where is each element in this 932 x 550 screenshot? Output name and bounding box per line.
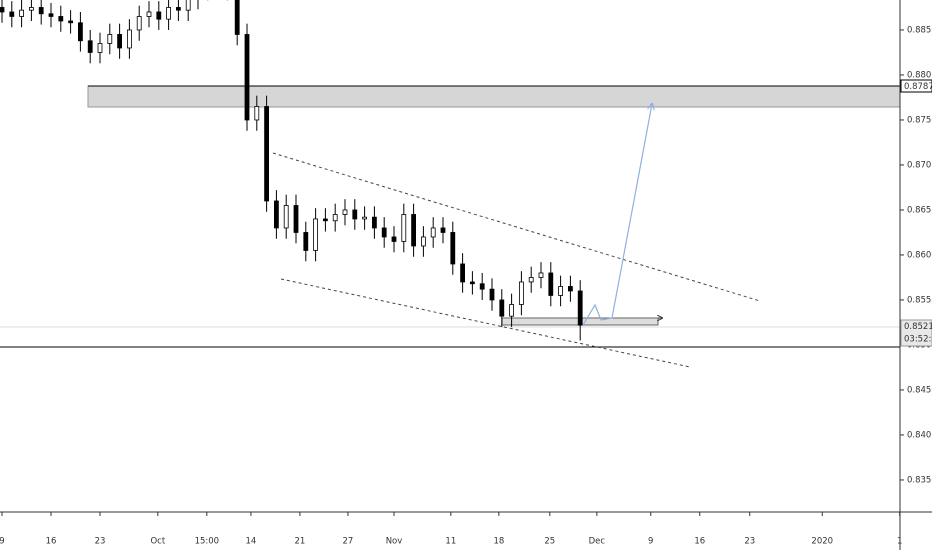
- zone-price-label: 0.87879: [904, 82, 932, 92]
- candle-body: [548, 272, 554, 296]
- y-tick-label: 0.85500: [907, 295, 932, 305]
- y-tick-label: 0.83500: [907, 475, 932, 485]
- x-tick-label: Dec: [589, 537, 606, 547]
- x-tick-label: 9: [648, 537, 653, 547]
- candle-body: [136, 16, 142, 31]
- candle-body: [303, 232, 309, 251]
- candle-body: [117, 34, 122, 49]
- zone-price-box: [900, 79, 932, 93]
- x-tick-label: 25: [544, 537, 555, 547]
- candle-body: [28, 7, 34, 11]
- last-price-box: [900, 319, 932, 347]
- candle-body: [352, 209, 358, 220]
- x-tick-label: 2020: [811, 537, 833, 547]
- candle-body: [420, 236, 426, 247]
- y-tick-label: 0.88000: [907, 70, 932, 80]
- candle-body: [391, 236, 397, 242]
- candle-body: [371, 216, 377, 229]
- candle-body: [244, 34, 250, 121]
- channel-upper: [272, 152, 761, 302]
- candle-body: [156, 11, 162, 20]
- candle-body: [577, 290, 583, 326]
- supply-zone: [87, 85, 901, 108]
- x-tick-label: 23: [744, 537, 755, 547]
- candle-body: [489, 288, 495, 301]
- x-tick-label: 21: [295, 537, 306, 547]
- y-tick-label: 0.87000: [907, 160, 932, 170]
- candle-body: [175, 7, 181, 11]
- candle-body: [469, 281, 475, 285]
- y-tick-label: 0.86000: [907, 250, 932, 260]
- candle-body: [293, 205, 299, 233]
- y-tick-label: 0.86500: [907, 205, 932, 215]
- candle-body: [430, 227, 436, 238]
- x-tick-label: Oct: [150, 537, 165, 547]
- candle-body: [332, 214, 338, 222]
- candle-body: [273, 200, 279, 229]
- x-tick-label: 9: [0, 537, 5, 547]
- candle-body: [107, 34, 113, 44]
- x-tick-label: 1: [897, 537, 902, 547]
- x-tick-label: 16: [46, 537, 57, 547]
- last-price-label: 0.85216: [904, 322, 932, 332]
- axes: 0.835000.840000.845000.850000.855000.860…: [0, 25, 932, 546]
- x-tick-label: 14: [246, 537, 257, 547]
- candle-body: [411, 214, 416, 247]
- candle-body: [38, 7, 44, 15]
- candle-body: [479, 283, 485, 290]
- y-tick-label: 0.87500: [907, 115, 932, 125]
- candle-body: [460, 263, 465, 283]
- candle-body: [254, 106, 260, 121]
- candle-body: [58, 16, 64, 22]
- candle-body: [87, 40, 93, 53]
- candle-body: [450, 232, 456, 265]
- candle-body: [185, 0, 191, 11]
- candle-body: [264, 106, 269, 202]
- candle-body: [558, 286, 563, 296]
- candle-body: [166, 7, 171, 20]
- y-tick-label: 0.84500: [907, 385, 932, 395]
- candle-body: [362, 216, 367, 220]
- candle-body: [342, 209, 348, 215]
- y-tick-label: 0.88500: [907, 25, 932, 35]
- candle-body: [0, 7, 5, 13]
- channel-lower: [280, 278, 691, 368]
- candle-body: [77, 22, 83, 42]
- candle-body: [234, 0, 240, 35]
- candle-body: [19, 9, 24, 17]
- candle-body: [567, 286, 573, 292]
- candle-body: [440, 227, 446, 233]
- x-tick-label: Nov: [386, 537, 403, 547]
- candle-body: [381, 227, 387, 238]
- candle-body: [528, 277, 534, 283]
- candle-body: [313, 218, 318, 251]
- projection-path: [582, 104, 652, 326]
- candle-body: [97, 43, 103, 53]
- candles: [0, 0, 583, 341]
- x-tick-label: 18: [493, 537, 504, 547]
- candle-body: [126, 29, 132, 49]
- candle-body: [48, 13, 54, 17]
- candle-body: [401, 214, 407, 242]
- candle-body: [68, 20, 73, 24]
- countdown-label: 03:52:51: [904, 335, 932, 345]
- candle-body: [518, 281, 524, 305]
- x-tick-label: 27: [343, 537, 354, 547]
- candle-body: [499, 299, 505, 317]
- candle-body: [146, 11, 152, 17]
- x-tick-label: 15:00: [195, 537, 220, 547]
- candle-body: [9, 11, 15, 17]
- candle-body: [322, 218, 328, 222]
- x-tick-label: 16: [694, 537, 705, 547]
- y-tick-label: 0.84000: [907, 430, 932, 440]
- x-tick-label: 23: [95, 537, 106, 547]
- candle-body: [509, 304, 514, 317]
- candle-body: [538, 272, 544, 278]
- candle-body: [283, 205, 289, 229]
- x-tick-label: 11: [445, 537, 456, 547]
